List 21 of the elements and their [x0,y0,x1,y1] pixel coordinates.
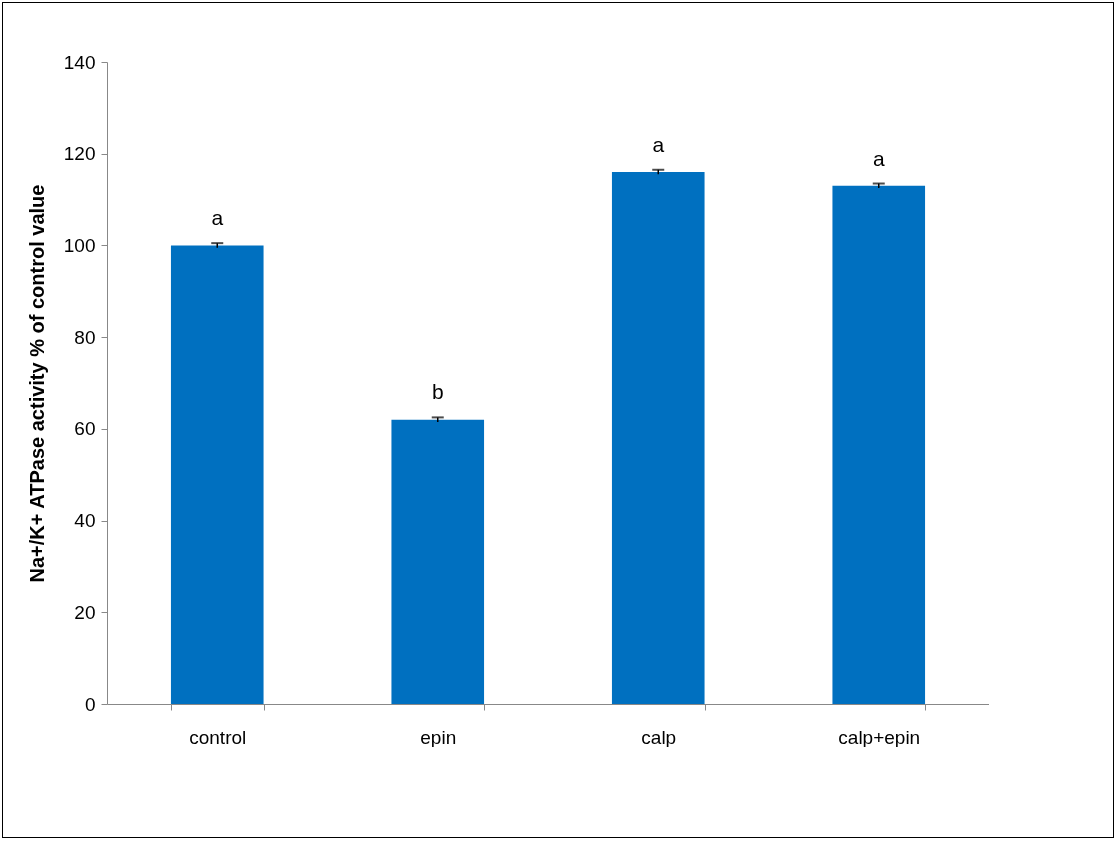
bar [170,245,264,704]
y-tick-label: 120 [63,143,96,165]
bar [391,419,485,704]
y-tick-label: 20 [74,601,96,623]
bar [832,185,926,704]
annotation: a [872,146,885,170]
y-tick-label: 100 [63,234,96,256]
y-tick-label: 0 [84,693,96,715]
annotation: a [211,206,224,230]
y-tick-label: 140 [63,51,96,73]
y-axis-title: Na+/K+ ATPase activity % of control value [25,184,48,583]
bar [611,172,705,704]
x-tick-label: calp+epin [838,726,921,748]
x-tick-label: control [189,726,247,748]
y-tick-label: 60 [74,418,96,440]
y-tick-label: 40 [74,510,96,532]
x-tick-label: calp [641,726,677,748]
annotation: a [652,132,665,156]
annotation: b [431,380,444,404]
y-tick-label: 80 [74,326,96,348]
x-tick-label: epin [420,726,457,748]
